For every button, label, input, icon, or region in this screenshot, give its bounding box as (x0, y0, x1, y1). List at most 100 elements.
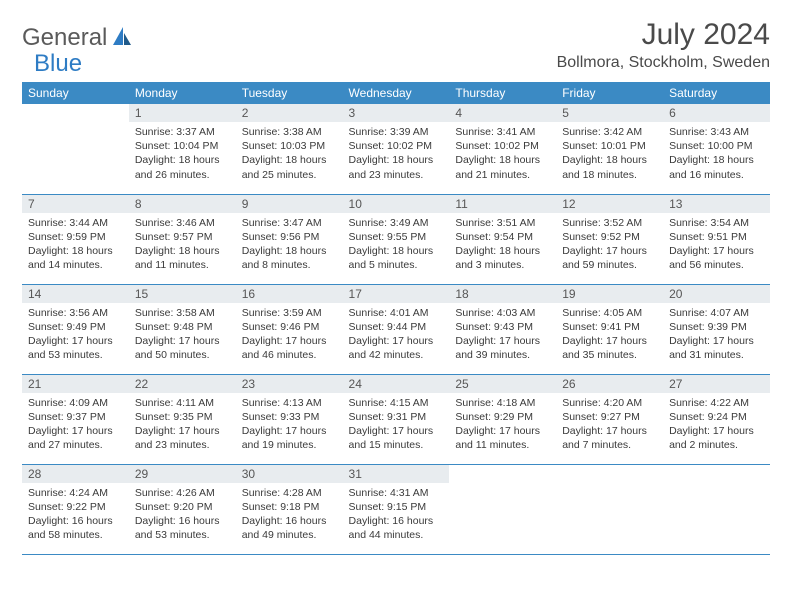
day-data: Sunrise: 3:39 AMSunset: 10:02 PMDaylight… (343, 122, 450, 188)
day-number: 4 (449, 104, 556, 122)
day-data: Sunrise: 4:09 AMSunset: 9:37 PMDaylight:… (22, 393, 129, 459)
day-number: 30 (236, 465, 343, 483)
calendar-cell: 4Sunrise: 3:41 AMSunset: 10:02 PMDayligh… (449, 104, 556, 194)
calendar-row: 7Sunrise: 3:44 AMSunset: 9:59 PMDaylight… (22, 194, 770, 284)
day-data: Sunrise: 3:49 AMSunset: 9:55 PMDaylight:… (343, 213, 450, 279)
calendar-row: 14Sunrise: 3:56 AMSunset: 9:49 PMDayligh… (22, 284, 770, 374)
day-data: Sunrise: 4:20 AMSunset: 9:27 PMDaylight:… (556, 393, 663, 459)
day-number: 10 (343, 195, 450, 213)
location: Bollmora, Stockholm, Sweden (557, 54, 770, 72)
day-data: Sunrise: 4:18 AMSunset: 9:29 PMDaylight:… (449, 393, 556, 459)
calendar-cell: 7Sunrise: 3:44 AMSunset: 9:59 PMDaylight… (22, 194, 129, 284)
calendar-cell: 30Sunrise: 4:28 AMSunset: 9:18 PMDayligh… (236, 464, 343, 554)
weekday-header: Monday (129, 82, 236, 104)
logo: General (22, 24, 135, 52)
day-number: 22 (129, 375, 236, 393)
calendar-cell (556, 464, 663, 554)
day-data: Sunrise: 3:59 AMSunset: 9:46 PMDaylight:… (236, 303, 343, 369)
title-block: July 2024 Bollmora, Stockholm, Sweden (557, 18, 770, 72)
calendar-cell: 18Sunrise: 4:03 AMSunset: 9:43 PMDayligh… (449, 284, 556, 374)
calendar-cell: 16Sunrise: 3:59 AMSunset: 9:46 PMDayligh… (236, 284, 343, 374)
day-data: Sunrise: 4:03 AMSunset: 9:43 PMDaylight:… (449, 303, 556, 369)
day-number: 21 (22, 375, 129, 393)
calendar-row: 21Sunrise: 4:09 AMSunset: 9:37 PMDayligh… (22, 374, 770, 464)
day-number: 26 (556, 375, 663, 393)
day-number: 6 (663, 104, 770, 122)
calendar-cell: 28Sunrise: 4:24 AMSunset: 9:22 PMDayligh… (22, 464, 129, 554)
calendar-cell: 5Sunrise: 3:42 AMSunset: 10:01 PMDayligh… (556, 104, 663, 194)
day-number: 3 (343, 104, 450, 122)
calendar-body: 1Sunrise: 3:37 AMSunset: 10:04 PMDayligh… (22, 104, 770, 554)
calendar-cell: 19Sunrise: 4:05 AMSunset: 9:41 PMDayligh… (556, 284, 663, 374)
weekday-header: Friday (556, 82, 663, 104)
day-number: 8 (129, 195, 236, 213)
calendar-cell: 9Sunrise: 3:47 AMSunset: 9:56 PMDaylight… (236, 194, 343, 284)
calendar-cell: 13Sunrise: 3:54 AMSunset: 9:51 PMDayligh… (663, 194, 770, 284)
day-number: 25 (449, 375, 556, 393)
weekday-header: Wednesday (343, 82, 450, 104)
weekday-header: Saturday (663, 82, 770, 104)
day-number: 24 (343, 375, 450, 393)
calendar-cell: 15Sunrise: 3:58 AMSunset: 9:48 PMDayligh… (129, 284, 236, 374)
sail-icon (111, 25, 133, 52)
calendar-cell: 24Sunrise: 4:15 AMSunset: 9:31 PMDayligh… (343, 374, 450, 464)
calendar-cell: 12Sunrise: 3:52 AMSunset: 9:52 PMDayligh… (556, 194, 663, 284)
calendar-cell: 25Sunrise: 4:18 AMSunset: 9:29 PMDayligh… (449, 374, 556, 464)
calendar-table: SundayMondayTuesdayWednesdayThursdayFrid… (22, 82, 770, 555)
day-number: 27 (663, 375, 770, 393)
day-data: Sunrise: 4:05 AMSunset: 9:41 PMDaylight:… (556, 303, 663, 369)
day-number: 13 (663, 195, 770, 213)
calendar-cell: 23Sunrise: 4:13 AMSunset: 9:33 PMDayligh… (236, 374, 343, 464)
calendar-cell: 8Sunrise: 3:46 AMSunset: 9:57 PMDaylight… (129, 194, 236, 284)
calendar-cell: 21Sunrise: 4:09 AMSunset: 9:37 PMDayligh… (22, 374, 129, 464)
day-number: 31 (343, 465, 450, 483)
day-data: Sunrise: 3:51 AMSunset: 9:54 PMDaylight:… (449, 213, 556, 279)
calendar-cell (22, 104, 129, 194)
day-number: 16 (236, 285, 343, 303)
day-number: 12 (556, 195, 663, 213)
calendar-cell: 31Sunrise: 4:31 AMSunset: 9:15 PMDayligh… (343, 464, 450, 554)
calendar-cell (449, 464, 556, 554)
weekday-header-row: SundayMondayTuesdayWednesdayThursdayFrid… (22, 82, 770, 104)
day-data: Sunrise: 4:07 AMSunset: 9:39 PMDaylight:… (663, 303, 770, 369)
day-number: 2 (236, 104, 343, 122)
header: General July 2024 Bollmora, Stockholm, S… (22, 18, 770, 72)
logo-word-2: Blue (34, 50, 82, 78)
day-data: Sunrise: 4:11 AMSunset: 9:35 PMDaylight:… (129, 393, 236, 459)
calendar-cell: 26Sunrise: 4:20 AMSunset: 9:27 PMDayligh… (556, 374, 663, 464)
calendar-cell: 14Sunrise: 3:56 AMSunset: 9:49 PMDayligh… (22, 284, 129, 374)
calendar-cell: 1Sunrise: 3:37 AMSunset: 10:04 PMDayligh… (129, 104, 236, 194)
day-data: Sunrise: 4:31 AMSunset: 9:15 PMDaylight:… (343, 483, 450, 549)
calendar-cell: 20Sunrise: 4:07 AMSunset: 9:39 PMDayligh… (663, 284, 770, 374)
day-data: Sunrise: 4:26 AMSunset: 9:20 PMDaylight:… (129, 483, 236, 549)
weekday-header: Sunday (22, 82, 129, 104)
day-data: Sunrise: 3:58 AMSunset: 9:48 PMDaylight:… (129, 303, 236, 369)
month-title: July 2024 (557, 18, 770, 52)
day-number: 18 (449, 285, 556, 303)
day-data: Sunrise: 3:52 AMSunset: 9:52 PMDaylight:… (556, 213, 663, 279)
day-number: 28 (22, 465, 129, 483)
day-data: Sunrise: 4:24 AMSunset: 9:22 PMDaylight:… (22, 483, 129, 549)
day-data: Sunrise: 3:47 AMSunset: 9:56 PMDaylight:… (236, 213, 343, 279)
day-data: Sunrise: 3:54 AMSunset: 9:51 PMDaylight:… (663, 213, 770, 279)
day-number: 19 (556, 285, 663, 303)
calendar-cell: 27Sunrise: 4:22 AMSunset: 9:24 PMDayligh… (663, 374, 770, 464)
calendar-row: 1Sunrise: 3:37 AMSunset: 10:04 PMDayligh… (22, 104, 770, 194)
day-data: Sunrise: 4:28 AMSunset: 9:18 PMDaylight:… (236, 483, 343, 549)
calendar-cell: 29Sunrise: 4:26 AMSunset: 9:20 PMDayligh… (129, 464, 236, 554)
day-number: 23 (236, 375, 343, 393)
calendar-cell: 3Sunrise: 3:39 AMSunset: 10:02 PMDayligh… (343, 104, 450, 194)
calendar-cell: 22Sunrise: 4:11 AMSunset: 9:35 PMDayligh… (129, 374, 236, 464)
day-data: Sunrise: 4:01 AMSunset: 9:44 PMDaylight:… (343, 303, 450, 369)
day-data: Sunrise: 3:46 AMSunset: 9:57 PMDaylight:… (129, 213, 236, 279)
logo-word-1: General (22, 24, 107, 52)
day-number: 29 (129, 465, 236, 483)
day-data: Sunrise: 3:41 AMSunset: 10:02 PMDaylight… (449, 122, 556, 188)
day-data: Sunrise: 4:13 AMSunset: 9:33 PMDaylight:… (236, 393, 343, 459)
weekday-header: Tuesday (236, 82, 343, 104)
calendar-cell: 11Sunrise: 3:51 AMSunset: 9:54 PMDayligh… (449, 194, 556, 284)
day-number: 9 (236, 195, 343, 213)
day-data: Sunrise: 3:38 AMSunset: 10:03 PMDaylight… (236, 122, 343, 188)
day-number: 14 (22, 285, 129, 303)
day-data: Sunrise: 3:37 AMSunset: 10:04 PMDaylight… (129, 122, 236, 188)
